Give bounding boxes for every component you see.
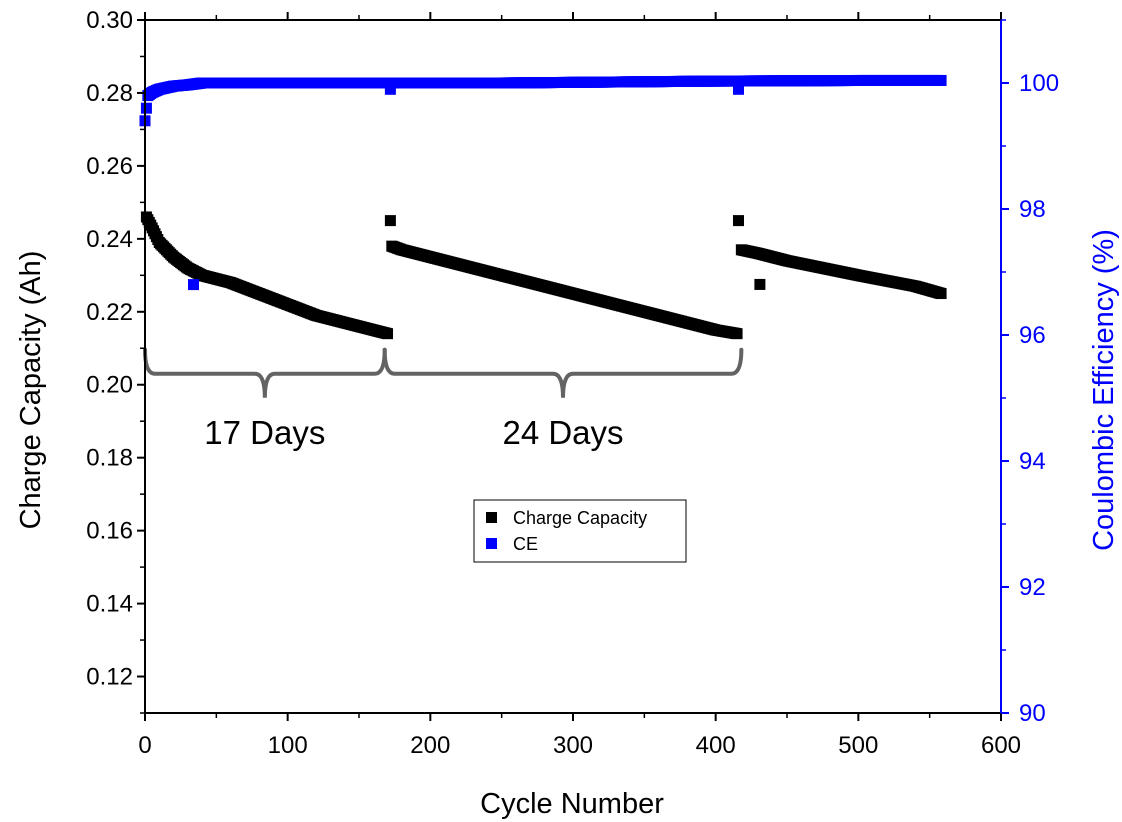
y-right-tick-label: 96 <box>1019 322 1046 349</box>
y-left-tick-label: 0.14 <box>86 591 133 618</box>
y-axis-left-title: Charge Capacity (Ah) <box>15 251 47 530</box>
y-right-tick-label: 92 <box>1019 574 1046 601</box>
annotation-label: 17 Days <box>204 414 325 451</box>
annotation-label: 24 Days <box>502 414 623 451</box>
y-left-tick-label: 0.22 <box>86 299 133 326</box>
y-right-tick-label: 90 <box>1019 700 1046 727</box>
x-tick-label: 100 <box>268 732 308 759</box>
legend: Charge Capacity CE <box>473 499 687 563</box>
y-left-tick-label: 0.18 <box>86 445 133 472</box>
x-tick-label: 200 <box>410 732 450 759</box>
legend-box <box>473 499 687 563</box>
x-tick-label: 600 <box>981 732 1021 759</box>
y-axis-right-title: Coulombic Efficiency (%) <box>1088 229 1120 551</box>
legend-marker-charge-capacity <box>486 512 497 523</box>
axes-layer: 0 100 200 300 400 500 600 0.12 0.14 0.16 0.18 0.20 0… <box>86 7 1059 759</box>
data-point <box>732 83 744 95</box>
data-point <box>754 278 766 290</box>
x-axis-title: Cycle Number <box>480 788 664 820</box>
brace <box>382 347 744 398</box>
y-left-tick-label: 0.16 <box>86 518 133 545</box>
data-point <box>382 328 394 340</box>
y-left-tick-label: 0.28 <box>86 80 133 107</box>
y-right-tick-label: 94 <box>1019 448 1046 475</box>
legend-marker-ce <box>486 538 497 549</box>
data-point <box>935 288 947 300</box>
x-tick-label: 400 <box>696 732 736 759</box>
brace <box>143 347 387 398</box>
data-point <box>384 83 396 95</box>
legend-label-charge-capacity: Charge Capacity <box>513 508 647 528</box>
data-point <box>732 215 744 227</box>
y-left-tick-label: 0.24 <box>86 226 133 253</box>
y-left-tick-label: 0.20 <box>86 372 133 399</box>
data-point <box>188 279 200 291</box>
y-left-tick-label: 0.30 <box>86 7 133 34</box>
data-layer <box>139 74 947 340</box>
data-point <box>384 215 396 227</box>
data-point <box>731 328 743 340</box>
y-right-tick-label: 98 <box>1019 196 1046 223</box>
y-left-tick-label: 0.26 <box>86 153 133 180</box>
data-point <box>935 74 947 86</box>
data-point <box>140 102 152 114</box>
x-tick-label: 500 <box>838 732 878 759</box>
y-right-tick-label: 100 <box>1019 70 1059 97</box>
x-tick-label: 300 <box>553 732 593 759</box>
x-tick-label: 0 <box>138 732 151 759</box>
annotation-layer: 17 Days 24 Days <box>143 347 744 451</box>
y-left-tick-label: 0.12 <box>86 664 133 691</box>
legend-label-ce: CE <box>513 534 538 554</box>
